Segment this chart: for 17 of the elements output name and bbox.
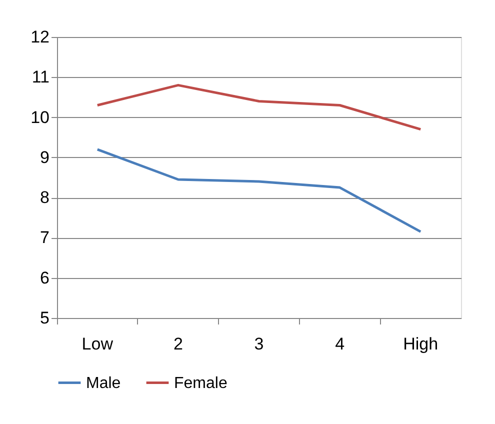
- y-tick-label: 9: [40, 148, 50, 167]
- x-tick-label: 4: [335, 334, 345, 354]
- line-series: [96, 84, 422, 131]
- y-tick-label: 11: [32, 68, 50, 87]
- y-tick-label: 8: [40, 188, 50, 208]
- x-tick-label: High: [403, 334, 438, 354]
- x-tick-label: 3: [254, 334, 264, 354]
- y-tick-label: 7: [40, 228, 50, 248]
- y-tick-label: 5: [40, 308, 50, 328]
- x-tick-label: 2: [173, 334, 183, 354]
- legend-label: Female: [174, 374, 228, 392]
- x-tick-label: Low: [82, 334, 114, 354]
- y-tick-label: 6: [40, 268, 50, 288]
- line-series: [96, 148, 422, 233]
- y-tick-label: 10: [30, 108, 50, 127]
- y-tick-label: 12: [30, 28, 50, 46]
- legend-label: Male: [86, 374, 121, 392]
